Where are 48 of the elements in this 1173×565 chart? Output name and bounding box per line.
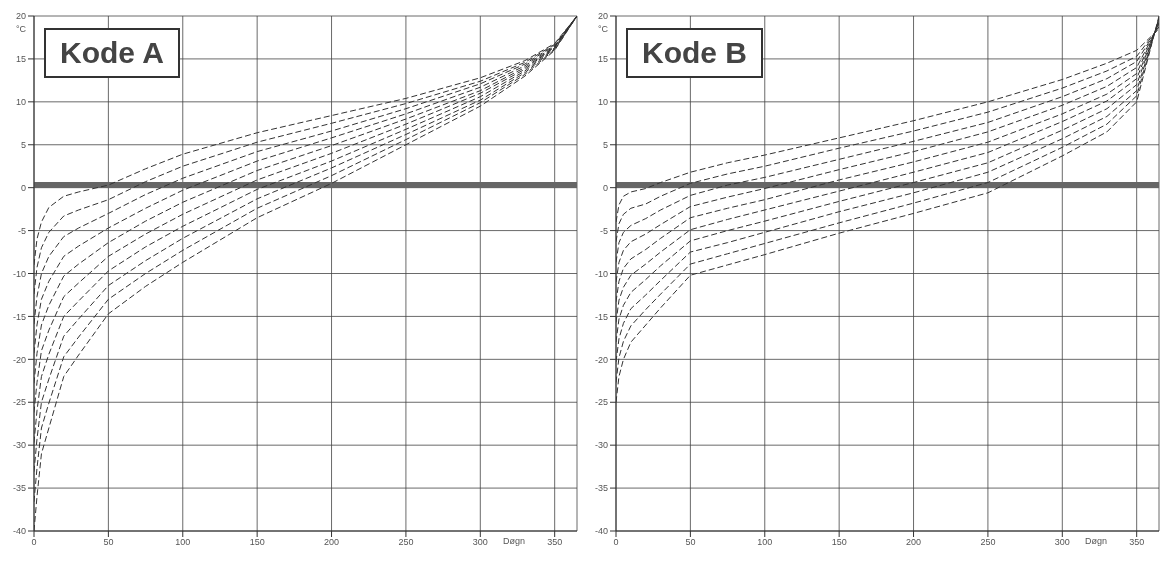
x-tick-label: 300	[1054, 537, 1070, 548]
y-tick-label: -30	[12, 440, 26, 451]
x-tick-label: 150	[249, 537, 265, 548]
x-tick-label: 350	[547, 537, 563, 548]
x-tick-label: 150	[831, 537, 847, 548]
x-tick-label: 350	[1129, 537, 1145, 548]
y-tick-label: 0	[602, 182, 608, 193]
x-tick-label: 50	[685, 537, 696, 548]
y-tick-label: 10	[597, 97, 608, 108]
x-tick-label: 100	[757, 537, 773, 548]
y-tick-label: -35	[12, 483, 26, 494]
x-tick-label: 300	[472, 537, 488, 548]
y-tick-label: -25	[594, 397, 608, 408]
y-tick-label: -20	[12, 354, 26, 365]
y-tick-label: 20	[597, 11, 608, 22]
y-tick-label: -5	[599, 225, 608, 236]
y-axis-title: °C	[598, 24, 609, 34]
x-axis-title: Døgn	[503, 536, 526, 546]
y-tick-label: -20	[594, 354, 608, 365]
x-axis-title: Døgn	[1085, 536, 1108, 546]
x-tick-label: 250	[980, 537, 996, 548]
y-tick-label: -35	[594, 483, 608, 494]
y-axis-title: °C	[16, 24, 27, 34]
x-tick-label: 0	[31, 537, 37, 548]
x-tick-label: 200	[906, 537, 922, 548]
text: Kode A	[44, 28, 180, 78]
y-tick-label: 5	[20, 139, 26, 150]
y-tick-label: -40	[594, 526, 608, 537]
y-tick-label: -10	[12, 268, 26, 279]
y-tick-label: -15	[594, 311, 608, 322]
x-tick-label: 50	[103, 537, 114, 548]
y-tick-label: -10	[594, 268, 608, 279]
y-tick-label: 5	[602, 139, 608, 150]
x-tick-label: 100	[175, 537, 191, 548]
y-tick-label: -15	[12, 311, 26, 322]
y-tick-label: 15	[15, 54, 26, 65]
x-tick-label: 200	[324, 537, 340, 548]
x-tick-label: 250	[398, 537, 414, 548]
y-tick-label: 10	[15, 97, 26, 108]
x-tick-label: 0	[613, 537, 619, 548]
y-tick-label: -25	[12, 397, 26, 408]
y-tick-label: 20	[15, 11, 26, 22]
text: Kode B	[626, 28, 763, 78]
y-tick-label: -5	[17, 225, 26, 236]
y-tick-label: 15	[597, 54, 608, 65]
y-tick-label: -40	[12, 526, 26, 537]
y-tick-label: -30	[594, 440, 608, 451]
y-tick-label: 0	[20, 182, 26, 193]
